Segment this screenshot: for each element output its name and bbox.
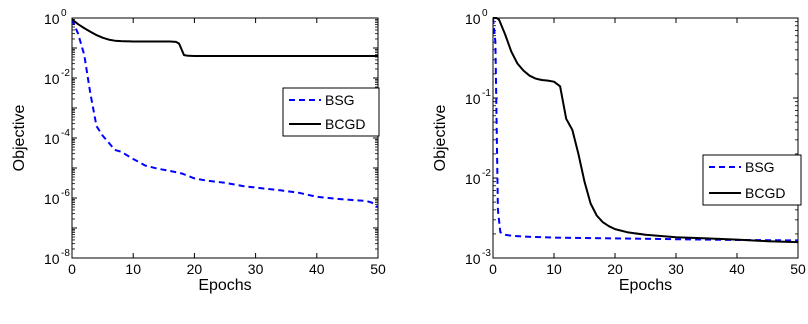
x-tick-label: 50 bbox=[790, 261, 806, 277]
y-tick-base: 10 bbox=[465, 91, 481, 107]
x-tick-label: 10 bbox=[125, 261, 141, 277]
y-tick-label: 10 -8 bbox=[44, 248, 70, 267]
legend: BSG BCGD bbox=[282, 87, 380, 137]
y-tick-base: 10 bbox=[44, 71, 60, 87]
legend-label-bsg: BSG bbox=[745, 159, 775, 175]
series-line-bcgd bbox=[493, 17, 798, 244]
x-tick-label: 0 bbox=[489, 261, 497, 277]
y-tick-exponent: -1 bbox=[482, 88, 491, 99]
y-tick-label: 10 -1 bbox=[465, 88, 491, 107]
y-tick-label: 10 -6 bbox=[44, 188, 70, 207]
y-tick-label: 10 -3 bbox=[465, 248, 491, 267]
legend-label-bcgd: BCGD bbox=[325, 116, 365, 132]
y-tick-exponent: 0 bbox=[482, 8, 488, 19]
plot-area-frame bbox=[71, 17, 379, 259]
y-tick-label: 10 -2 bbox=[465, 168, 491, 187]
y-tick-exponent: -2 bbox=[482, 168, 491, 179]
legend: BSG BCGD bbox=[702, 154, 802, 206]
y-tick-label: 10 0 bbox=[44, 8, 67, 27]
y-tick-base: 10 bbox=[44, 131, 60, 147]
x-tick-label: 30 bbox=[248, 261, 264, 277]
y-tick-exponent: 0 bbox=[61, 8, 67, 19]
y-tick-base: 10 bbox=[44, 191, 60, 207]
x-tick-label: 40 bbox=[729, 261, 745, 277]
series-line-bsg bbox=[493, 17, 798, 242]
x-axis-label: Epochs bbox=[198, 277, 251, 294]
series-group bbox=[493, 17, 798, 244]
y-tick-label: 10 0 bbox=[465, 8, 488, 27]
x-tick-label: 10 bbox=[546, 261, 562, 277]
y-axis-label: Objective bbox=[432, 105, 449, 172]
y-tick-base: 10 bbox=[465, 171, 481, 187]
y-tick-exponent: -3 bbox=[482, 248, 491, 259]
y-tick-base: 10 bbox=[44, 11, 60, 27]
y-tick-exponent: -2 bbox=[61, 68, 70, 79]
y-tick-label: 10 -4 bbox=[44, 128, 70, 147]
x-tick-label: 0 bbox=[68, 261, 76, 277]
y-tick-exponent: -6 bbox=[61, 188, 70, 199]
series-line-bsg bbox=[72, 19, 378, 209]
x-tick-label: 20 bbox=[187, 261, 203, 277]
y-tick-base: 10 bbox=[44, 251, 60, 267]
y-axis-label: Objective bbox=[11, 105, 28, 172]
x-tick-label: 20 bbox=[607, 261, 623, 277]
legend-box bbox=[702, 154, 802, 206]
y-tick-exponent: -4 bbox=[61, 128, 70, 139]
series-group bbox=[72, 18, 378, 209]
series-line-bcgd bbox=[72, 18, 378, 57]
legend-label-bsg: BSG bbox=[325, 92, 355, 108]
plot-area-frame bbox=[492, 17, 799, 259]
y-tick-label: 10 -2 bbox=[44, 68, 70, 87]
x-tick-label: 30 bbox=[668, 261, 684, 277]
legend-box bbox=[282, 87, 380, 137]
x-tick-label: 40 bbox=[309, 261, 325, 277]
y-tick-base: 10 bbox=[465, 251, 481, 267]
y-tick-exponent: -8 bbox=[61, 248, 70, 259]
y-tick-base: 10 bbox=[465, 11, 481, 27]
legend-label-bcgd: BCGD bbox=[745, 185, 785, 201]
x-axis-label: Epochs bbox=[619, 277, 672, 294]
x-tick-label: 50 bbox=[370, 261, 386, 277]
